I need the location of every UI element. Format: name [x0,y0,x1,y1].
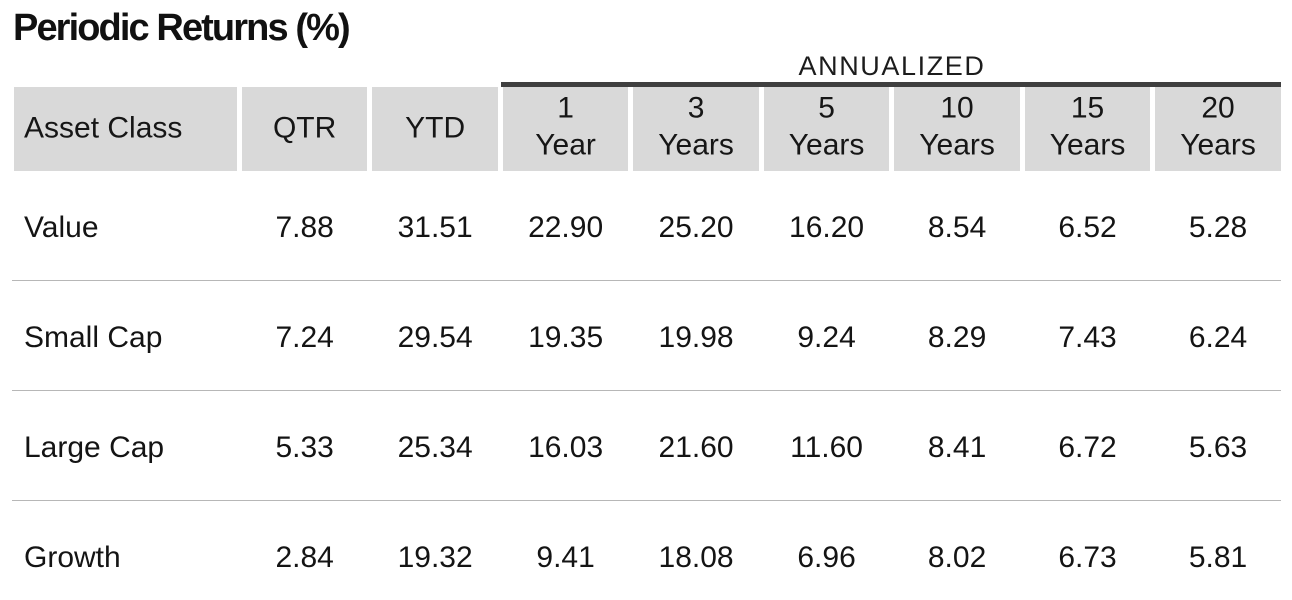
1-year-cell: 9.41 [536,541,595,574]
column-header-label-line2: Years [919,128,995,162]
qtr-cell: 2.84 [275,541,334,574]
table-row-growth: Growth 2.84 19.32 9.41 18.08 6.96 8.02 6… [14,538,1281,578]
row-separator [12,279,1281,281]
column-header-label-line2: Years [1049,128,1126,162]
table-row-small-cap: Small Cap 7.24 29.54 19.35 19.98 9.24 8.… [14,318,1281,358]
3-years-cell: 18.08 [658,541,734,574]
asset-class-cell: Value [24,211,99,244]
column-header-label-line2: Years [1180,128,1256,162]
3-years-cell: 19.98 [658,321,734,354]
ytd-cell: 19.32 [397,541,473,574]
qtr-cell: 7.24 [275,321,334,354]
row-separator [12,389,1281,391]
ytd-cell: 25.34 [397,431,473,464]
10-years-cell: 8.29 [927,321,987,354]
15-years-cell: 6.52 [1058,211,1117,244]
annualized-rule [500,82,1281,87]
column-header-label-line1: 5 [818,91,835,125]
1-year-cell: 19.35 [528,321,604,354]
table-row-large-cap: Large Cap 5.33 25.34 16.03 21.60 11.60 8… [14,428,1281,468]
15-years-cell: 6.72 [1058,431,1117,464]
20-years-cell: 5.81 [1188,541,1248,574]
column-header-label: Asset Class [24,111,183,145]
column-header-label-line2: Years [658,128,734,162]
5-years-cell: 6.96 [797,541,856,574]
5-years-cell: 9.24 [797,321,856,354]
table-header-row: Asset Class QTR YTD 1 Year 3 Years 5 Yea… [14,86,1281,172]
column-header-label-line2: Year [535,128,596,162]
asset-class-cell: Small Cap [24,321,163,354]
qtr-cell: 7.88 [275,211,334,244]
5-years-cell: 11.60 [790,431,863,464]
asset-class-cell: Growth [24,541,121,574]
column-header-label: YTD [405,111,466,145]
10-years-cell: 8.41 [927,431,987,464]
column-header-label-line1: 20 [1201,91,1235,125]
ytd-cell: 29.54 [397,321,473,354]
column-header-label-line1: 15 [1070,91,1105,125]
1-year-cell: 22.90 [528,211,604,244]
column-header-1-year: 1 Year [502,86,629,172]
10-years-cell: 8.54 [927,211,987,244]
column-header-qtr: QTR [241,86,368,172]
column-header-ytd: YTD [372,86,498,172]
column-header-20-years: 20 Years [1155,86,1281,172]
column-header-label: QTR [272,111,337,145]
3-years-cell: 21.60 [658,431,734,464]
column-header-asset-class: Asset Class [14,86,237,172]
row-separator [12,499,1281,501]
5-years-cell: 16.20 [789,211,865,244]
column-header-label-line2: Years [788,128,865,162]
ytd-cell: 31.51 [397,211,473,244]
page-title: Periodic Returns (%) [13,6,351,49]
column-header-10-years: 10 Years [894,86,1020,172]
10-years-cell: 8.02 [927,541,987,574]
1-year-cell: 16.03 [528,431,604,464]
qtr-cell: 5.33 [275,431,334,464]
table-row-value: Value 7.88 31.51 22.90 25.20 16.20 8.54 … [14,208,1281,248]
column-header-3-years: 3 Years [633,86,759,172]
column-header-label-line1: 10 [940,91,974,125]
15-years-cell: 7.43 [1058,321,1117,354]
column-header-label-line1: 3 [687,91,705,125]
20-years-cell: 5.63 [1188,431,1248,464]
20-years-cell: 6.24 [1188,321,1248,354]
asset-class-cell: Large Cap [24,431,165,464]
3-years-cell: 25.20 [658,211,734,244]
column-header-label-line1: 1 [557,91,574,125]
20-years-cell: 5.28 [1188,211,1248,244]
15-years-cell: 6.73 [1058,541,1117,574]
column-header-5-years: 5 Years [763,86,890,172]
column-header-15-years: 15 Years [1024,86,1151,172]
annualized-group-label: ANNUALIZED [798,50,986,81]
